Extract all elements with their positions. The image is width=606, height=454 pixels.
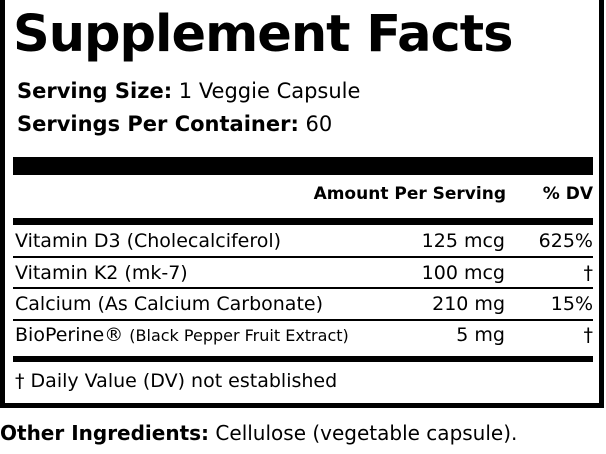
- row-divider: [13, 287, 593, 289]
- table-row: Calcium (As Calcium Carbonate) 210 mg 15…: [13, 288, 593, 320]
- nutrient-amount: 5 mg: [456, 324, 505, 346]
- nutrient-name: Calcium (As Calcium Carbonate): [15, 293, 323, 315]
- nutrient-name-detail: (Black Pepper Fruit Extract): [129, 326, 349, 345]
- nutrient-name: Vitamin K2 (mk-7): [15, 262, 188, 284]
- nutrient-dv: †: [583, 324, 594, 346]
- nutrient-amount: 125 mcg: [421, 230, 505, 252]
- serving-size-value: 1 Veggie Capsule: [178, 79, 361, 103]
- thick-divider: [13, 157, 593, 175]
- other-ingredients-label: Other Ingredients:: [0, 421, 210, 445]
- servings-per-container-label: Servings Per Container:: [17, 112, 299, 136]
- nutrient-dv: †: [583, 262, 594, 284]
- other-ingredients: Other Ingredients: Cellulose (vegetable …: [0, 419, 517, 447]
- nutrient-amount: 100 mcg: [421, 262, 505, 284]
- header-divider: [13, 218, 593, 225]
- row-divider: [13, 256, 593, 258]
- panel-title: Supplement Facts: [13, 5, 514, 64]
- table-row: Vitamin K2 (mk-7) 100 mcg †: [13, 257, 593, 289]
- other-ingredients-value: Cellulose (vegetable capsule).: [215, 421, 518, 445]
- servings-per-container: Servings Per Container: 60: [17, 111, 332, 137]
- header-dv: % DV: [542, 184, 593, 204]
- row-divider: [13, 319, 593, 321]
- serving-size: Serving Size: 1 Veggie Capsule: [17, 78, 360, 104]
- footer-divider: [13, 356, 593, 362]
- supplement-facts-panel: [0, 0, 604, 408]
- footnote: † Daily Value (DV) not established: [15, 370, 338, 392]
- nutrient-dv: 625%: [538, 230, 593, 252]
- table-row: Vitamin D3 (Cholecalciferol) 125 mcg 625…: [13, 225, 593, 257]
- nutrient-amount: 210 mg: [432, 293, 505, 315]
- nutrient-dv: 15%: [550, 293, 593, 315]
- nutrient-name: Vitamin D3 (Cholecalciferol): [15, 230, 282, 252]
- nutrient-name-main: BioPerine®: [15, 324, 124, 346]
- header-amount: Amount Per Serving: [313, 184, 506, 204]
- servings-per-container-value: 60: [305, 112, 333, 136]
- nutrient-name: BioPerine® (Black Pepper Fruit Extract): [15, 319, 349, 352]
- serving-size-label: Serving Size:: [17, 79, 173, 103]
- table-row: BioPerine® (Black Pepper Fruit Extract) …: [13, 319, 593, 351]
